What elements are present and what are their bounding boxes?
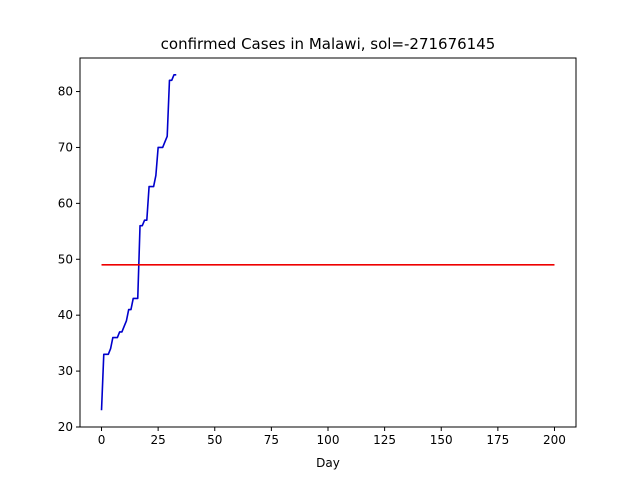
x-axis-label: Day xyxy=(316,456,340,470)
y-tick-label: 70 xyxy=(58,140,73,154)
plot-area xyxy=(100,73,555,411)
x-tick-label: 175 xyxy=(486,433,509,447)
x-tick-label: 125 xyxy=(373,433,396,447)
x-tick-label: 150 xyxy=(430,433,453,447)
y-tick-label: 80 xyxy=(58,85,73,99)
x-tick-label: 200 xyxy=(543,433,566,447)
x-tick-label: 50 xyxy=(207,433,222,447)
series-line-0 xyxy=(100,73,177,411)
axis-ticks: 0 25 50 75 100 125 150 175 200 20 30 40 50 60 70 80 xyxy=(58,85,566,447)
y-tick-label: 30 xyxy=(58,364,73,378)
y-tick-label: 60 xyxy=(58,196,73,210)
x-tick-label: 25 xyxy=(150,433,165,447)
y-tick-label: 40 xyxy=(58,308,73,322)
x-tick-label: 100 xyxy=(317,433,340,447)
x-tick-label: 75 xyxy=(264,433,279,447)
x-tick-label: 0 xyxy=(98,433,106,447)
y-tick-label: 50 xyxy=(58,252,73,266)
y-tick-label: 20 xyxy=(58,420,73,434)
chart-title: confirmed Cases in Malawi, sol=-27167614… xyxy=(161,35,496,53)
